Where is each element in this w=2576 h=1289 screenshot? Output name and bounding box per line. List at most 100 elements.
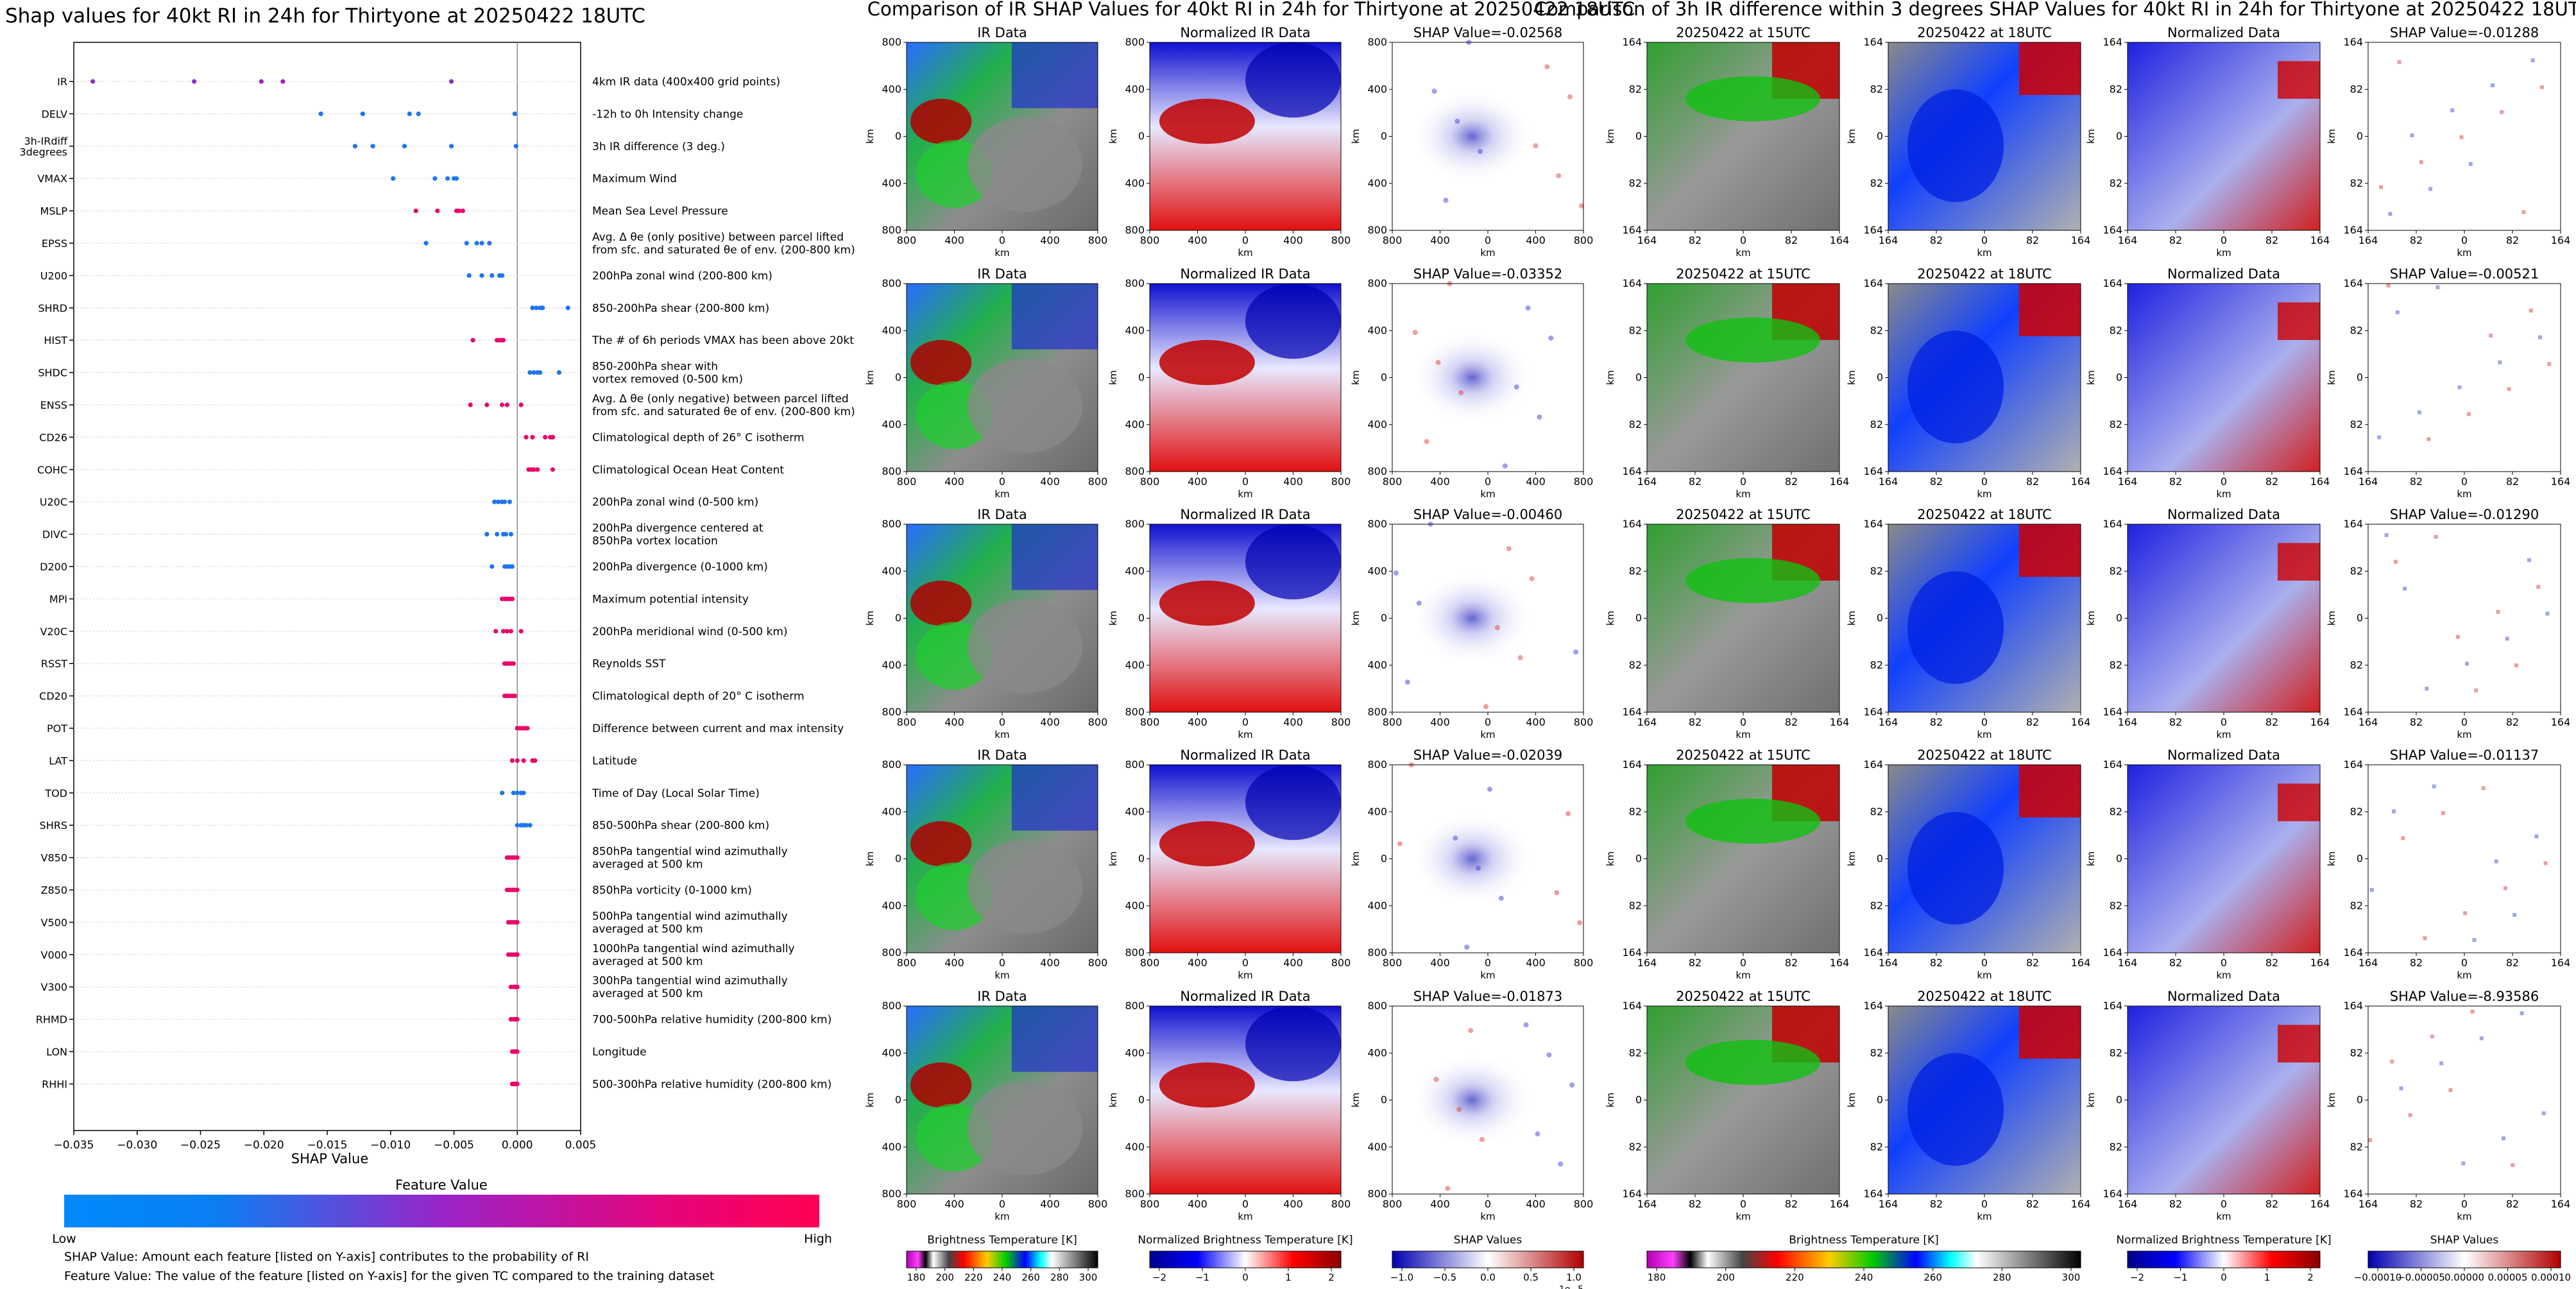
diff-shap-speck bbox=[2511, 1163, 2515, 1167]
panel-x-tick-label: 0 bbox=[1485, 475, 1491, 488]
colorbar-label: Brightness Temperature [K] bbox=[927, 1234, 1077, 1247]
feature-description: Maximum Wind bbox=[592, 173, 677, 185]
ir-gray-region bbox=[968, 840, 1083, 934]
panel-y-tick-label: 164 bbox=[1622, 277, 1642, 289]
diff-shap-speck bbox=[2455, 635, 2460, 639]
panel-x-tick-label: 400 bbox=[1283, 475, 1303, 488]
shap-speck bbox=[1573, 649, 1579, 655]
shap-point bbox=[402, 144, 407, 149]
panel-y-unit: km bbox=[864, 1093, 876, 1107]
shap-point bbox=[550, 467, 556, 472]
diff-shap-speck bbox=[2384, 533, 2389, 537]
norm-warm-band bbox=[1159, 339, 1255, 386]
panel-x-unit: km bbox=[2457, 1211, 2471, 1222]
panel-y-tick-label: 0 bbox=[1381, 1094, 1387, 1106]
diff-shap-speck bbox=[2500, 110, 2504, 114]
shap-point bbox=[490, 273, 495, 278]
ir-panel-subtitle: Normalized IR Data bbox=[1180, 507, 1310, 522]
panel-y-tick-label: 400 bbox=[1125, 805, 1145, 817]
shap-point bbox=[496, 499, 501, 504]
feature-name: RHMD bbox=[36, 1014, 67, 1026]
colorbar-strip bbox=[1392, 1251, 1584, 1268]
feature-description: 850-200hPa shear with bbox=[592, 361, 718, 373]
panel-y-tick-label: 800 bbox=[882, 277, 901, 289]
panel-x-tick-label: 82 bbox=[2026, 1198, 2039, 1210]
diff-shap-speck bbox=[2545, 611, 2550, 616]
diff-shap-speck bbox=[2392, 809, 2396, 814]
image-panel-d15 bbox=[1646, 764, 1840, 953]
feature-name: HIST bbox=[44, 334, 67, 346]
shap-title: Shap values for 40kt RI in 24h for Thirt… bbox=[5, 4, 645, 28]
panel-x-tick-label: 164 bbox=[2358, 234, 2378, 246]
panel-y-unit: km bbox=[2085, 851, 2097, 866]
panel-x-tick-label: 0 bbox=[2221, 716, 2227, 728]
diff-cold-region bbox=[1907, 812, 2004, 925]
panel-y-tick-label: 800 bbox=[882, 1000, 901, 1012]
panel-x-tick-label: 800 bbox=[1140, 234, 1160, 246]
panel-x-unit: km bbox=[1238, 969, 1252, 981]
diff-panel-subtitle: SHAP Value=-0.00521 bbox=[2390, 266, 2539, 282]
diff-shap-speck bbox=[2399, 1086, 2403, 1091]
panel-x-tick-label: 400 bbox=[1188, 475, 1207, 488]
panel-x-tick-label: 0 bbox=[1485, 957, 1491, 969]
panel-x-tick-label: 400 bbox=[944, 1198, 964, 1210]
shap-point bbox=[454, 176, 459, 181]
panel-y-tick-label: 800 bbox=[1367, 1000, 1387, 1012]
shap-speck bbox=[1544, 64, 1550, 70]
panel-y-tick-label: 800 bbox=[882, 36, 901, 48]
shap-point bbox=[518, 402, 524, 407]
diff-panel-subtitle: 20250422 at 18UTC bbox=[1917, 989, 2052, 1004]
panel-x-tick-label: 164 bbox=[1830, 475, 1850, 488]
shap-speck bbox=[1548, 335, 1554, 341]
shap-point bbox=[533, 758, 538, 763]
diff-cold-region bbox=[1907, 89, 2004, 203]
shap-point bbox=[484, 532, 490, 537]
panel-y-tick-label: 800 bbox=[1125, 1188, 1145, 1200]
shap-speck bbox=[1556, 173, 1562, 179]
panel-x-tick-label: 82 bbox=[2506, 475, 2519, 488]
panel-y-tick-label: 82 bbox=[1629, 177, 1642, 189]
diff-cold-region bbox=[1907, 1053, 2004, 1166]
shap-point bbox=[448, 79, 454, 84]
panel-y-unit: km bbox=[1605, 1093, 1616, 1107]
shap-point bbox=[503, 532, 509, 537]
ir-panel-subtitle: SHAP Value=-0.02039 bbox=[1413, 747, 1563, 763]
panel-y-tick-label: 164 bbox=[2103, 277, 2122, 289]
diff-cold-region bbox=[1907, 571, 2004, 685]
feature-description: 850hPa vorticity (0-1000 km) bbox=[592, 884, 752, 897]
colorbar-tick-label: 1 bbox=[2264, 1272, 2271, 1283]
shap-speck bbox=[1478, 148, 1483, 154]
shap-point bbox=[448, 144, 454, 149]
panel-x-tick-label: 82 bbox=[1689, 234, 1702, 246]
panel-x-tick-label: 800 bbox=[1088, 1198, 1108, 1210]
panel-y-tick-label: 400 bbox=[1367, 418, 1387, 431]
panel-x-tick-label: 0 bbox=[1740, 957, 1746, 969]
diff-panel-subtitle: 20250422 at 18UTC bbox=[1917, 266, 2052, 282]
shap-speck bbox=[1416, 601, 1422, 606]
panel-y-tick-label: 400 bbox=[882, 1141, 901, 1153]
panel-x-tick-label: 0 bbox=[2461, 234, 2468, 246]
panel-x-tick-label: 0 bbox=[2221, 1198, 2227, 1210]
panel-x-tick-label: 82 bbox=[2265, 234, 2278, 246]
shap-point bbox=[318, 111, 323, 116]
panel-y-tick-label: 400 bbox=[1125, 83, 1145, 95]
panel-y-tick-label: 0 bbox=[1877, 612, 1883, 624]
diff-shap-speck bbox=[2543, 861, 2548, 866]
feature-description: averaged at 500 km bbox=[592, 987, 703, 1000]
colorbar-strip bbox=[1646, 1251, 2081, 1268]
panel-x-unit: km bbox=[1238, 247, 1252, 259]
feature-note: Feature Value: The value of the feature … bbox=[64, 1269, 715, 1283]
diff-panel-subtitle: 20250422 at 15UTC bbox=[1676, 507, 1811, 522]
panel-x-tick-label: 0 bbox=[1740, 234, 1746, 246]
shap-point bbox=[504, 629, 510, 634]
panel-y-tick-label: 82 bbox=[1629, 83, 1642, 95]
ir-panel-subtitle: Normalized IR Data bbox=[1180, 25, 1310, 40]
colorbar-exponent: 1e−5 bbox=[1559, 1285, 1583, 1289]
shap-speck bbox=[1453, 835, 1458, 841]
panel-y-tick-label: 82 bbox=[2350, 324, 2363, 336]
panel-x-tick-label: 82 bbox=[2026, 234, 2039, 246]
panel-x-tick-label: 800 bbox=[1574, 1198, 1594, 1210]
panel-x-tick-label: 800 bbox=[1140, 716, 1160, 728]
diff-shap-speck bbox=[2417, 410, 2421, 414]
panel-y-tick-label: 82 bbox=[1870, 565, 1883, 577]
